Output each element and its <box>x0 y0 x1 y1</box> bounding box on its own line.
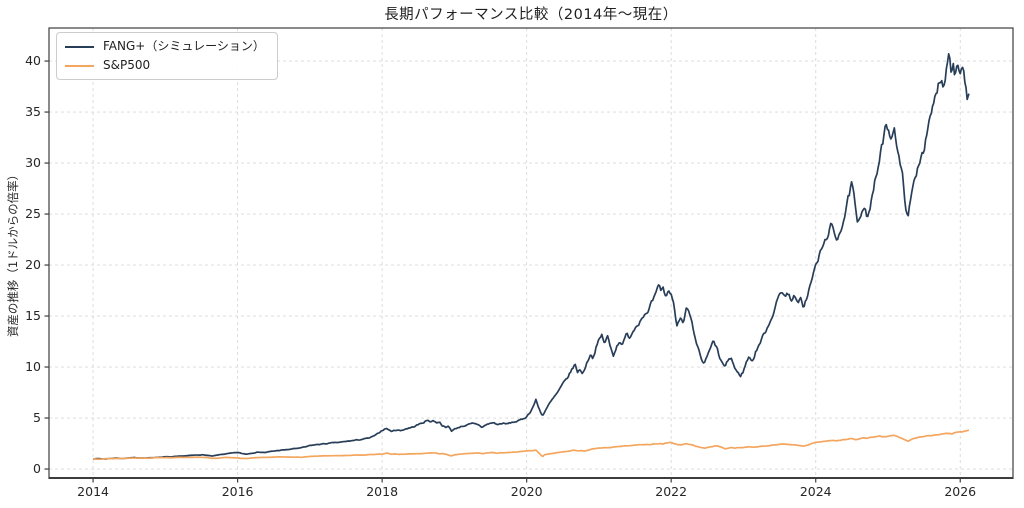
y-tick-label: 0 <box>33 461 41 476</box>
y-tick-label: 35 <box>25 104 41 119</box>
legend-label-sp500: S&P500 <box>103 58 151 72</box>
legend-item-sp500: S&P500 <box>65 58 265 73</box>
x-tick-label: 2016 <box>222 484 254 499</box>
legend: FANG+（シミュレーション） S&P500 <box>56 32 278 80</box>
y-tick-label: 40 <box>25 53 41 68</box>
sp500-series-line <box>93 429 970 461</box>
x-tick-label: 2022 <box>655 484 687 499</box>
y-tick-label: 30 <box>25 155 41 170</box>
fang-series-line <box>93 52 970 460</box>
sp500-line-swatch <box>65 64 94 67</box>
y-tick-label: 20 <box>25 257 41 272</box>
x-tick-label: 2014 <box>77 484 109 499</box>
y-axis-label: 資産の推移（1ドルからの倍率） <box>6 168 20 338</box>
y-tick-label: 15 <box>25 308 41 323</box>
y-tick-label: 5 <box>33 410 41 425</box>
fang-line-swatch <box>65 45 94 48</box>
x-tick-label: 2026 <box>944 484 976 499</box>
legend-item-fang: FANG+（シミュレーション） <box>65 39 265 54</box>
y-tick-label: 10 <box>25 359 41 374</box>
x-tick-label: 2020 <box>511 484 543 499</box>
legend-label-fang: FANG+（シミュレーション） <box>103 39 265 53</box>
chart-title: 長期パフォーマンス比較（2014年〜現在） <box>384 7 678 23</box>
y-tick-label: 25 <box>25 206 41 221</box>
x-tick-label: 2018 <box>366 484 398 499</box>
x-tick-label: 2024 <box>800 484 832 499</box>
